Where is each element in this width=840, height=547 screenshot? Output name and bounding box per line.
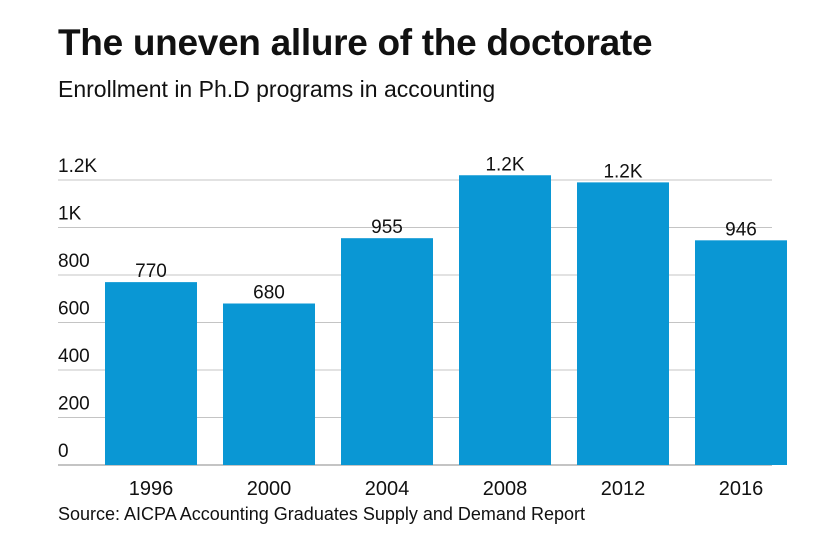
x-tick-label: 2000 bbox=[247, 478, 292, 500]
bar bbox=[223, 303, 315, 465]
y-tick-label: 1K bbox=[58, 204, 82, 225]
data-label: 770 bbox=[135, 261, 167, 282]
x-axis-tick-labels: 1996 2000 2004 2008 2012 2016 bbox=[129, 478, 764, 500]
data-label: 1.2K bbox=[603, 161, 642, 182]
x-tick-label: 1996 bbox=[129, 478, 174, 500]
data-label: 1.2K bbox=[485, 154, 524, 175]
x-tick-label: 2012 bbox=[601, 478, 646, 500]
chart-subtitle: Enrollment in Ph.D programs in accountin… bbox=[58, 76, 496, 102]
y-tick-label: 200 bbox=[58, 394, 90, 415]
y-tick-label: 800 bbox=[58, 251, 90, 272]
bars bbox=[105, 175, 787, 465]
data-label: 680 bbox=[253, 283, 285, 304]
data-label: 955 bbox=[371, 217, 403, 238]
x-tick-label: 2016 bbox=[719, 478, 764, 500]
data-labels: 770 680 955 1.2K 1.2K 946 bbox=[135, 154, 757, 303]
y-tick-label: 1.2K bbox=[58, 156, 97, 177]
chart-title: The uneven allure of the doctorate bbox=[58, 22, 653, 63]
y-tick-label: 0 bbox=[58, 441, 69, 462]
bar bbox=[105, 282, 197, 465]
bar bbox=[459, 175, 551, 465]
y-axis-tick-labels: 0 200 400 600 800 1K 1.2K bbox=[58, 156, 97, 462]
bar bbox=[341, 238, 433, 465]
y-tick-label: 600 bbox=[58, 299, 90, 320]
source-note: Source: AICPA Accounting Graduates Suppl… bbox=[58, 504, 585, 524]
bar bbox=[577, 182, 669, 465]
bar bbox=[695, 240, 787, 465]
y-tick-label: 400 bbox=[58, 346, 90, 367]
x-tick-label: 2008 bbox=[483, 478, 528, 500]
data-label: 946 bbox=[725, 219, 757, 240]
x-tick-label: 2004 bbox=[365, 478, 410, 500]
